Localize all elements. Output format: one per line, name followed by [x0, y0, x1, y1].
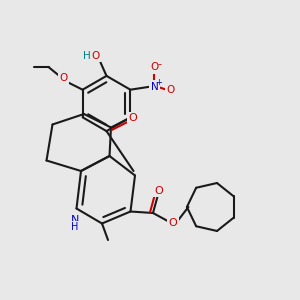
Text: N: N — [151, 82, 158, 92]
Text: -: - — [158, 59, 162, 70]
Text: O: O — [92, 51, 100, 61]
Text: O: O — [128, 113, 137, 123]
Text: O: O — [150, 62, 158, 72]
Text: +: + — [155, 78, 162, 87]
Text: O: O — [59, 73, 67, 83]
Text: H: H — [82, 51, 90, 61]
Text: H: H — [71, 222, 79, 232]
Text: O: O — [169, 218, 178, 229]
Text: O: O — [167, 85, 175, 95]
Text: O: O — [154, 186, 163, 196]
Text: N: N — [71, 215, 79, 225]
